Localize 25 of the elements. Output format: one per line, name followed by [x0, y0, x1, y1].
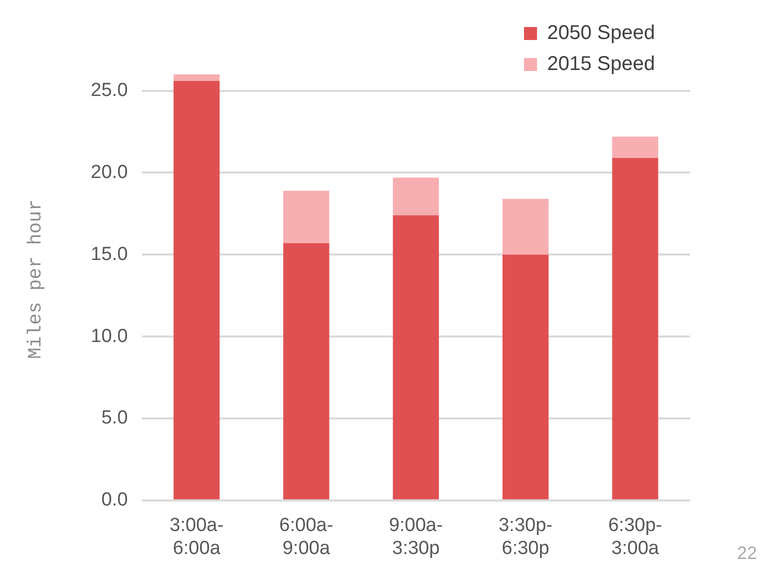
bar: [502, 254, 549, 500]
bar: [283, 190, 330, 244]
y-tick-label: 15.0: [90, 244, 128, 265]
y-tick-label: 0.0: [101, 490, 128, 511]
bar: [612, 158, 658, 500]
y-tick-label: 5.0: [101, 408, 128, 429]
bar: [174, 80, 220, 500]
x-tick-label: 6:30p- 3:00a: [608, 515, 662, 559]
y-tick-label: 10.0: [90, 326, 128, 347]
x-tick-label: 3:00a- 6:00a: [170, 515, 224, 559]
y-tick-label: 20.0: [90, 162, 128, 183]
bar: [392, 215, 439, 500]
bar: [283, 243, 330, 500]
x-tick-label: 6:00a- 9:00a: [279, 515, 334, 559]
bar: [502, 198, 549, 255]
legend-label: 2050 Speed: [547, 22, 655, 45]
bar: [392, 178, 439, 216]
y-axis-title: Miles per hour: [24, 199, 46, 360]
x-tick-label: 9:00a- 3:30p: [388, 515, 443, 559]
x-tick-label: 3:30p- 6:30p: [498, 515, 552, 559]
bar: [612, 136, 658, 158]
bar: [174, 74, 220, 81]
legend-label: 2015 Speed: [547, 53, 655, 76]
text: 22: [736, 543, 757, 564]
y-tick-label: 25.0: [90, 80, 128, 102]
